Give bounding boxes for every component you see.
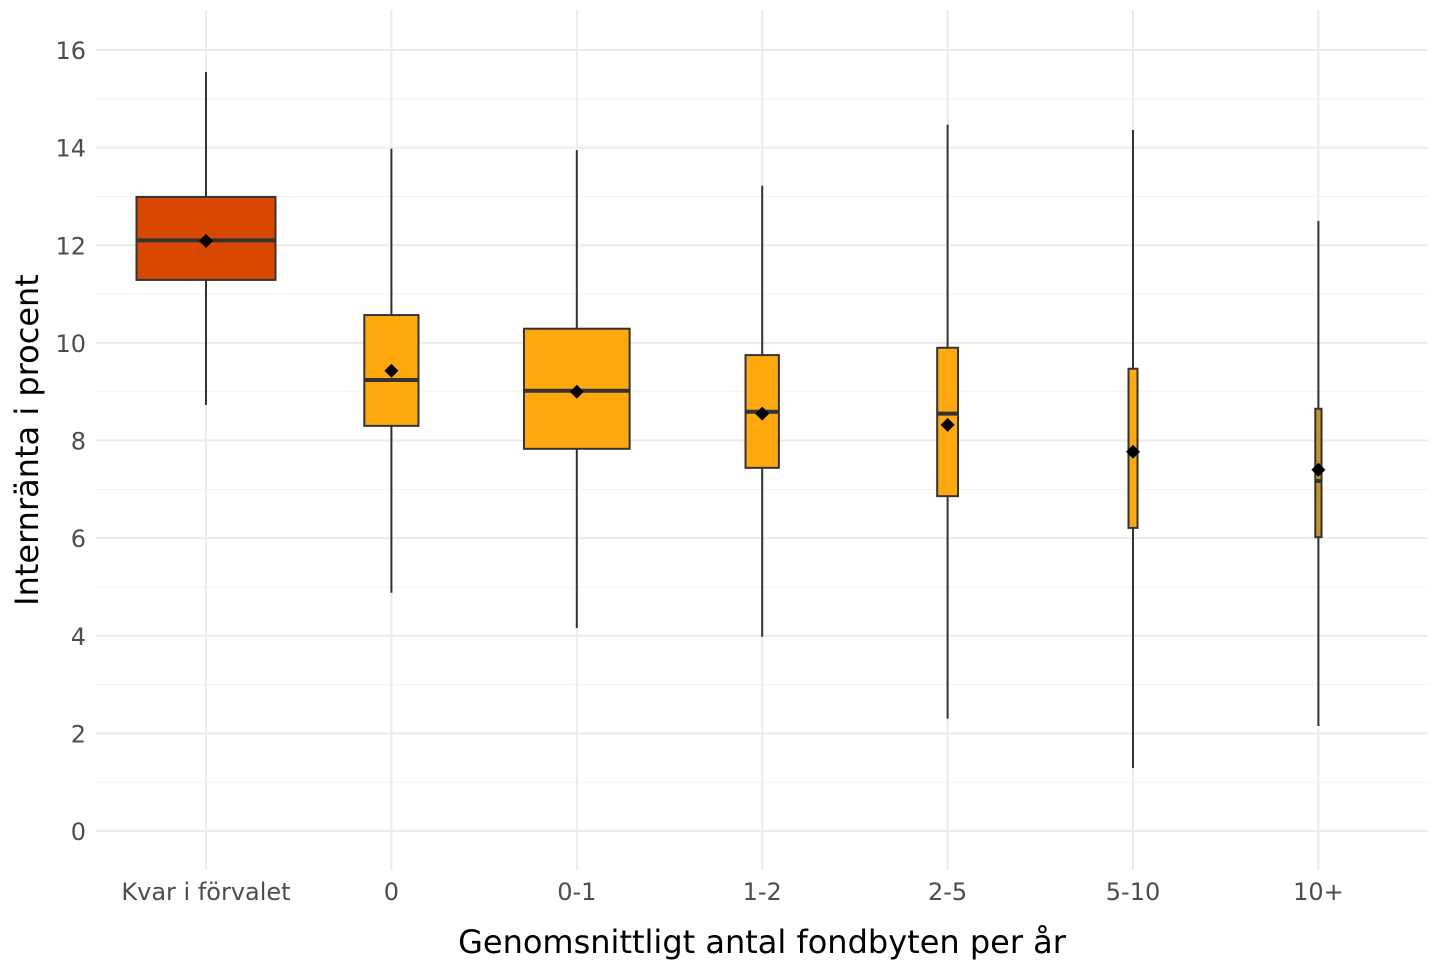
y-tick-label: 16: [55, 37, 86, 65]
x-tick-label: 2-5: [928, 878, 967, 906]
box-0: [363, 148, 420, 593]
x-tick-label: 0-1: [557, 878, 596, 906]
mean-marker: [384, 363, 399, 378]
mean-marker: [940, 417, 955, 432]
boxes: [135, 71, 1326, 769]
y-tick-label: 2: [71, 720, 86, 748]
x-tick-label: 0: [384, 878, 399, 906]
box-0-1: [522, 150, 631, 628]
mean-marker: [199, 233, 213, 248]
box-1-2: [744, 185, 780, 637]
y-tick-label: 12: [55, 232, 86, 260]
box-Kvar i förvalet: [135, 71, 277, 405]
x-tick-label: 1-2: [743, 878, 782, 906]
y-axis-title: Internränta i procent: [8, 274, 46, 606]
box-2-5: [936, 124, 960, 719]
y-tick-label: 10: [55, 330, 86, 358]
x-axis-title: Genomsnittligt antal fondbyten per år: [458, 923, 1067, 960]
y-tick-label: 4: [71, 623, 86, 651]
x-tick-label: 10+: [1293, 878, 1344, 906]
box-10+: [1311, 220, 1326, 727]
box-5-10: [1126, 130, 1140, 769]
x-tick-label: Kvar i förvalet: [121, 878, 290, 906]
mean-marker: [1311, 462, 1326, 477]
y-tick-label: 14: [55, 135, 86, 163]
y-tick-label: 8: [71, 428, 86, 456]
mean-marker: [569, 384, 584, 399]
mean-marker: [1126, 444, 1140, 459]
x-tick-labels: Kvar i förvalet 0 0-1 1-2 2-5 5-10 10+: [121, 878, 1343, 906]
y-tick-label: 6: [71, 525, 86, 553]
mean-marker: [755, 406, 770, 421]
y-tick-labels: 0 2 4 6 8 10 12 14 16: [55, 37, 86, 846]
x-tick-label: 5-10: [1106, 878, 1160, 906]
y-tick-label: 0: [71, 818, 86, 846]
